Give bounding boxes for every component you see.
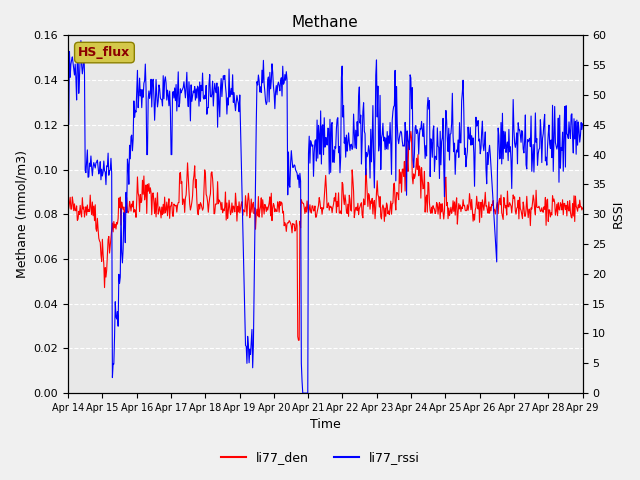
Text: HS_flux: HS_flux <box>78 46 131 59</box>
Title: Methane: Methane <box>292 15 358 30</box>
Y-axis label: Methane (mmol/m3): Methane (mmol/m3) <box>15 150 28 278</box>
Legend: li77_den, li77_rssi: li77_den, li77_rssi <box>216 446 424 469</box>
X-axis label: Time: Time <box>310 419 340 432</box>
Y-axis label: RSSI: RSSI <box>612 200 625 228</box>
